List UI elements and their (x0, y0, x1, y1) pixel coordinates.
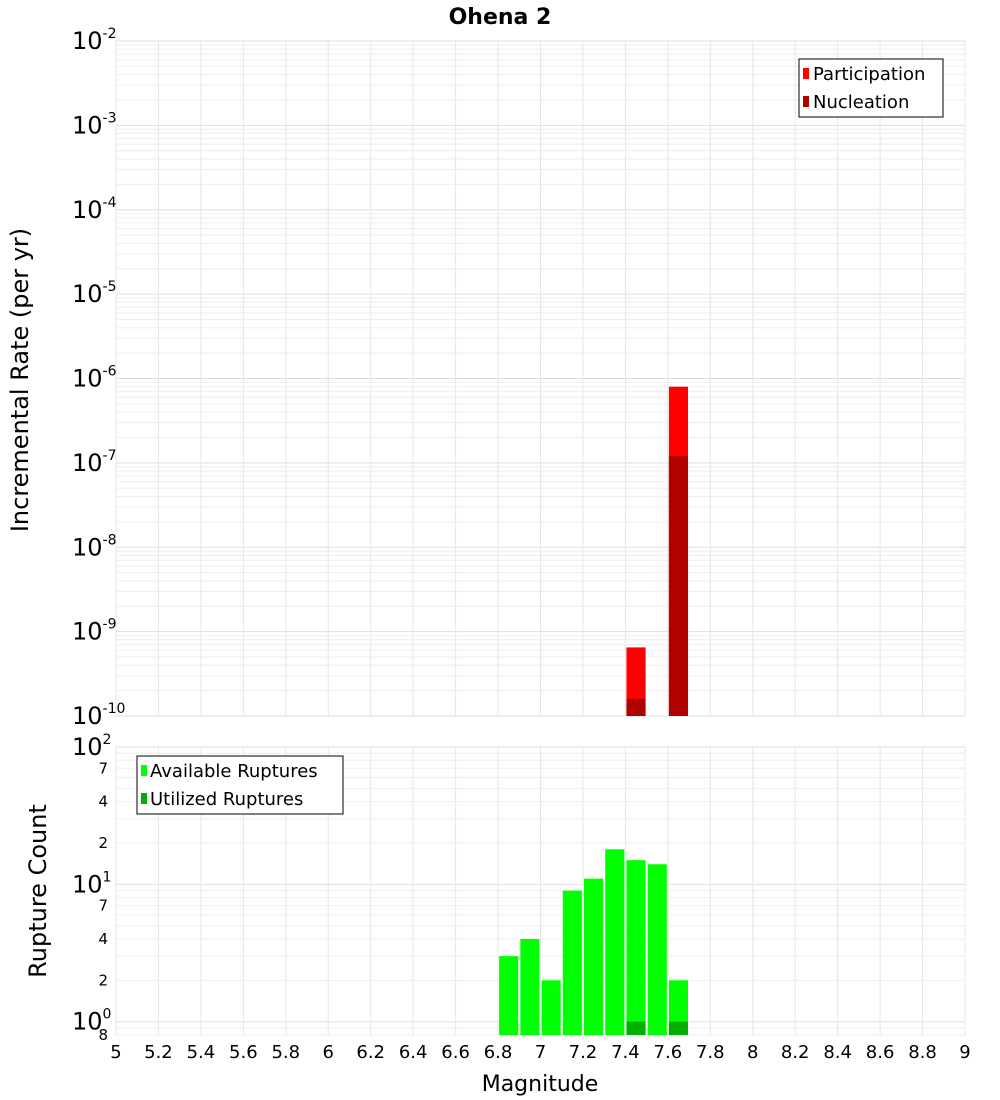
legend-swatch-participation (803, 68, 809, 79)
rate-gridlines (115, 40, 966, 717)
x-tick-label: 8 (747, 1042, 758, 1063)
x-tick-label: 5 (110, 1042, 121, 1063)
utilized-ruptures-bar (626, 1021, 646, 1035)
available-ruptures-bar (626, 860, 646, 1035)
count-y-minor-tick-label: 8 (98, 1026, 108, 1044)
x-tick-label: 9 (959, 1042, 970, 1063)
rate-y-tick-label: 10-4 (72, 195, 117, 224)
available-ruptures-bar (605, 849, 625, 1035)
rate-y-tick-label: 10-9 (72, 617, 117, 646)
x-tick-label: 6.6 (441, 1042, 470, 1063)
x-tick-label: 7.6 (654, 1042, 683, 1063)
count-legend-box (136, 755, 344, 815)
x-tick-label: 7 (535, 1042, 546, 1063)
rate-panel: 10-2 10-3 10-4 10-5 10-6 10-7 10-8 10-9 10-10 In… (6, 26, 966, 730)
count-y-minor-tick-label: 7 (98, 897, 108, 915)
rate-legend: Participation Nucleation (798, 58, 944, 118)
count-panel: 102 101 100 7 4 2 7 4 2 8 5 5.2 5.4 5.6 5.8 6 6.2 6.4 6.6… (24, 732, 971, 1097)
legend-label-participation: Participation (813, 64, 925, 85)
rate-bars (626, 386, 689, 716)
legend-label-nucleation: Nucleation (813, 92, 909, 113)
chart-title: Ohena 2 (449, 5, 552, 30)
count-bars (499, 849, 689, 1035)
count-y-tick-label: 100 (72, 1007, 111, 1036)
x-tick-label: 5.6 (229, 1042, 258, 1063)
x-tick-label: 5.2 (144, 1042, 173, 1063)
x-axis-label: Magnitude (482, 1072, 599, 1097)
x-tick-label: 8.4 (823, 1042, 852, 1063)
rate-y-tick-label: 10-7 (72, 448, 117, 477)
x-tick-label: 7.2 (569, 1042, 598, 1063)
rate-y-tick-label: 10-5 (72, 279, 117, 308)
available-ruptures-bar (541, 980, 561, 1035)
x-tick-label: 6.2 (356, 1042, 385, 1063)
count-y-ticks: 102 101 100 7 4 2 7 4 2 8 (72, 732, 111, 1044)
rate-y-tick-label: 10-3 (72, 110, 117, 139)
available-ruptures-bar (499, 956, 519, 1035)
x-tick-label: 6.4 (399, 1042, 428, 1063)
x-tick-label: 8.8 (908, 1042, 937, 1063)
count-y-tick-label: 102 (72, 732, 111, 761)
count-y-minor-tick-label: 4 (98, 793, 108, 811)
nucleation-bar (626, 698, 646, 716)
available-ruptures-bar (647, 864, 667, 1035)
x-tick-label: 6.8 (484, 1042, 513, 1063)
count-y-minor-tick-label: 7 (98, 759, 108, 777)
legend-swatch-nucleation (803, 96, 809, 107)
legend-label-available: Available Ruptures (150, 761, 318, 782)
available-ruptures-bar (562, 890, 582, 1035)
count-y-minor-tick-label: 2 (98, 971, 108, 989)
count-y-tick-label: 101 (72, 869, 111, 898)
rate-legend-box (798, 58, 944, 118)
x-tick-label: 7.4 (611, 1042, 640, 1063)
rate-y-axis-label: Incremental Rate (per yr) (6, 228, 34, 532)
available-ruptures-bar (584, 878, 604, 1035)
count-y-minor-tick-label: 2 (98, 834, 108, 852)
rate-y-ticks: 10-2 10-3 10-4 10-5 10-6 10-7 10-8 10-9 10-10 (72, 26, 125, 730)
x-tick-label: 5.4 (187, 1042, 216, 1063)
x-tick-label: 8.2 (781, 1042, 810, 1063)
x-tick-label: 8.6 (866, 1042, 895, 1063)
x-tick-label: 5.8 (271, 1042, 300, 1063)
x-tick-label: 6 (323, 1042, 334, 1063)
available-ruptures-bar (668, 980, 689, 1035)
nucleation-bar (668, 456, 689, 716)
utilized-ruptures-bar (668, 1021, 689, 1035)
count-y-minor-tick-label: 4 (98, 930, 108, 948)
rate-y-tick-label: 10-8 (72, 532, 117, 561)
legend-swatch-utilized (141, 793, 147, 804)
legend-swatch-available (141, 765, 147, 776)
count-y-axis-label: Rupture Count (24, 804, 52, 978)
available-ruptures-bar (520, 939, 540, 1035)
count-legend: Available Ruptures Utilized Ruptures (136, 755, 344, 815)
rate-y-tick-label: 10-6 (72, 364, 117, 393)
x-tick-labels: 5 5.2 5.4 5.6 5.8 6 6.2 6.4 6.6 6.8 7 7.2 7.4 7.6 7.8 8… (110, 1042, 970, 1063)
legend-label-utilized: Utilized Ruptures (150, 789, 303, 810)
x-tick-label: 7.8 (696, 1042, 725, 1063)
rate-y-tick-label: 10-2 (72, 26, 117, 55)
rate-y-tick-label: 10-10 (72, 701, 125, 730)
